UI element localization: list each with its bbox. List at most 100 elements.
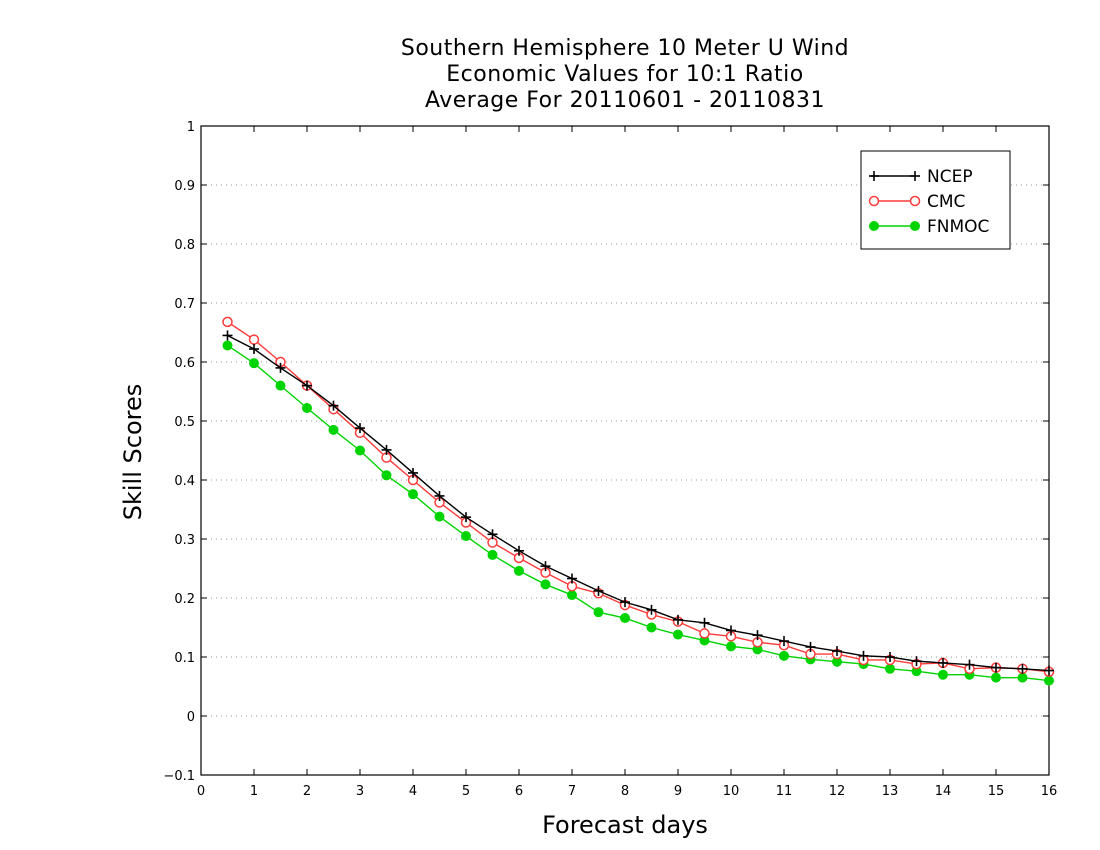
data-point-fnmoc: [673, 629, 683, 640]
data-point-ncep: [434, 490, 445, 501]
data-point-fnmoc: [461, 531, 471, 542]
data-point-fnmoc: [646, 622, 657, 633]
data-point-ncep: [302, 380, 312, 391]
data-point-ncep: [408, 467, 418, 478]
legend-label-fnmoc: FNMOC: [927, 217, 989, 237]
data-point-ncep: [752, 630, 763, 641]
data-point-ncep: [249, 344, 259, 355]
x-tick-label: 10: [723, 784, 740, 799]
data-point-fnmoc: [620, 613, 630, 624]
data-point-fnmoc: [408, 489, 418, 500]
chart-title-line-1: Southern Hemisphere 10 Meter U Wind: [400, 36, 850, 61]
y-tick-label: 0.7: [174, 297, 195, 312]
x-tick-label: 9: [674, 784, 682, 799]
x-tick-label: 7: [568, 784, 576, 799]
data-point-fnmoc: [593, 607, 604, 618]
data-point-ncep: [646, 604, 657, 615]
data-point-fnmoc: [885, 663, 895, 674]
data-point-ncep: [275, 362, 286, 373]
x-tick-label: 5: [462, 784, 470, 799]
legend-marker-ncep: [910, 171, 920, 181]
y-tick-label: 0.4: [174, 474, 195, 489]
legend-box: [860, 150, 1011, 250]
data-point-ncep: [461, 512, 471, 523]
x-tick-label: 15: [988, 784, 1005, 799]
data-point-fnmoc: [355, 445, 365, 456]
data-point-ncep: [328, 400, 339, 411]
data-point-fnmoc: [302, 403, 312, 414]
data-point-fnmoc: [249, 358, 259, 369]
data-point-cmc: [248, 334, 260, 345]
data-point-cmc: [222, 316, 233, 328]
series-line-cmc: [227, 321, 1050, 673]
data-point-fnmoc: [328, 424, 339, 435]
x-tick-label: 13: [882, 784, 899, 799]
legend-marker-cmc: [909, 195, 921, 207]
data-point-fnmoc: [540, 579, 551, 590]
data-point-ncep: [911, 656, 922, 667]
data-point-fnmoc: [434, 511, 445, 522]
data-point-cmc: [699, 628, 710, 639]
data-point-ncep: [805, 641, 816, 652]
x-tick-label: 8: [621, 784, 629, 799]
data-point-ncep: [1017, 663, 1028, 674]
series-group: [222, 316, 1055, 686]
data-point-ncep: [938, 657, 948, 668]
chart-title-line-2: Economic Values for 10:1 Ratio: [446, 62, 804, 87]
legend-item-fnmoc: FNMOC: [869, 217, 989, 237]
data-point-ncep: [991, 662, 1001, 673]
data-point-ncep: [222, 330, 233, 341]
x-axis-label: Forecast days: [542, 811, 708, 839]
y-axis-label: Skill Scores: [119, 384, 147, 521]
data-point-ncep: [885, 652, 895, 662]
y-tick-label: 0.2: [174, 592, 195, 607]
data-point-ncep: [355, 423, 365, 434]
grid-lines: [201, 184, 1049, 717]
data-point-ncep: [593, 585, 604, 596]
x-tick-label: 6: [515, 784, 523, 799]
y-tick-label: −0.1: [163, 769, 195, 784]
legend-item-ncep: NCEP: [869, 167, 973, 187]
data-point-ncep: [726, 625, 736, 636]
legend-marker-ncep: [869, 171, 879, 181]
data-point-fnmoc: [726, 641, 736, 652]
series-fnmoc: [222, 340, 1054, 686]
data-point-fnmoc: [222, 340, 233, 351]
data-point-ncep: [540, 561, 551, 572]
data-point-ncep: [699, 617, 710, 628]
data-point-ncep: [487, 529, 498, 540]
series-line-fnmoc: [227, 344, 1050, 682]
data-point-fnmoc: [1017, 672, 1028, 683]
data-point-ncep: [964, 659, 975, 670]
axis-ticks: −0.100.10.20.30.40.50.60.70.80.910 1 2 3 4 5 6…: [163, 120, 1057, 799]
chart-title-line-3: Average For 20110601 - 20110831: [424, 88, 826, 113]
data-point-fnmoc: [514, 565, 524, 576]
y-tick-label: 1: [187, 120, 195, 135]
legend-marker-fnmoc: [869, 221, 879, 231]
data-point-ncep: [567, 573, 577, 584]
data-point-ncep: [858, 650, 869, 661]
y-tick-label: 0.9: [174, 179, 195, 194]
legend-marker-cmc: [868, 195, 880, 207]
legend-label-cmc: CMC: [927, 192, 965, 212]
data-point-fnmoc: [381, 470, 392, 481]
y-tick-label: 0.1: [174, 651, 195, 666]
x-tick-label: 11: [776, 784, 793, 799]
x-tick-label: 2: [303, 784, 311, 799]
data-point-fnmoc: [275, 380, 286, 391]
data-point-fnmoc: [779, 650, 789, 661]
data-point-ncep: [832, 646, 842, 657]
y-tick-label: 0.5: [174, 415, 195, 430]
data-point-ncep: [779, 636, 789, 647]
y-tick-label: 0.6: [174, 356, 195, 371]
data-point-cmc: [487, 537, 498, 548]
y-tick-label: 0.8: [174, 238, 195, 253]
legend-item-cmc: CMC: [868, 192, 965, 212]
x-tick-label: 4: [409, 784, 417, 799]
y-tick-label: 0.3: [174, 533, 195, 548]
data-point-fnmoc: [938, 669, 948, 680]
legend-label-ncep: NCEP: [927, 167, 973, 187]
data-point-ncep: [381, 444, 392, 455]
